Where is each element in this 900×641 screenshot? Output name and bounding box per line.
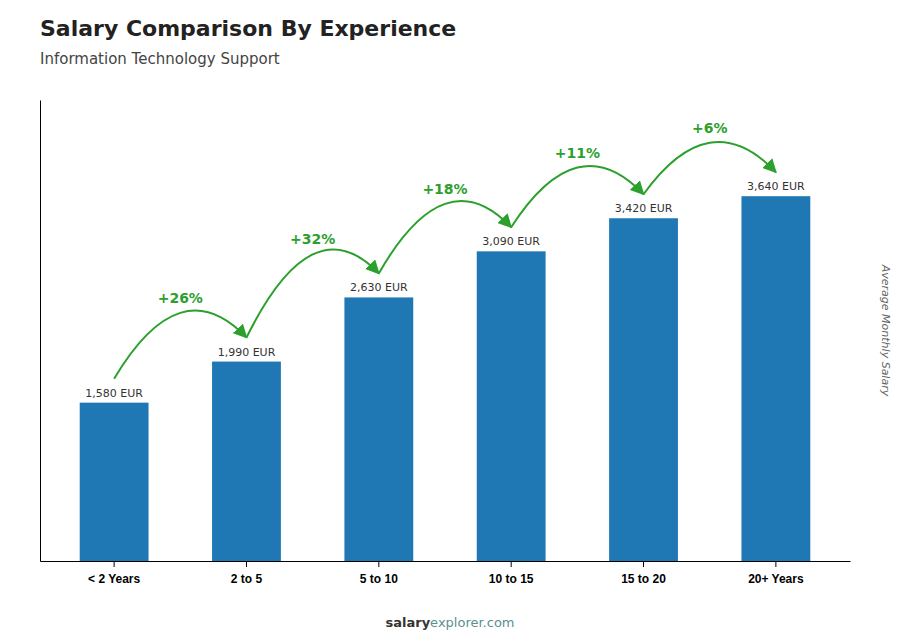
x-tick: 5 to 10 — [360, 561, 398, 586]
change-label: +18% — [422, 181, 467, 197]
change-arrow — [379, 201, 511, 273]
data-label: 2,630 EUR — [350, 281, 408, 294]
change-annotations: +26% +32% +18% +11% +6% — [114, 120, 776, 379]
x-tick: 15 to 20 — [621, 561, 666, 586]
change-label: +6% — [692, 120, 728, 136]
x-axis: < 2 Years 2 to 5 5 to 10 10 to 15 15 to 20 20… — [41, 561, 851, 586]
x-tick-mark — [643, 561, 644, 567]
bar — [344, 297, 413, 561]
x-tick-label: 5 to 10 — [360, 572, 398, 586]
change-arrow — [511, 166, 643, 227]
x-tick-mark — [114, 561, 115, 567]
data-label: 1,580 EUR — [85, 387, 143, 400]
data-label: 3,420 EUR — [615, 202, 673, 215]
subtitle: Information Technology Support — [40, 50, 280, 68]
x-tick-label: 20+ Years — [748, 572, 804, 586]
x-tick-mark — [246, 561, 247, 567]
change-label: +11% — [555, 145, 600, 161]
data-label: 1,990 EUR — [218, 346, 276, 359]
bar — [609, 218, 678, 561]
x-tick-mark — [775, 561, 776, 567]
x-tick-mark — [378, 561, 379, 567]
plot: < 2 Years 2 to 5 5 to 10 10 to 15 15 to 20 20… — [41, 101, 851, 587]
bar — [212, 362, 281, 561]
change-arrow — [246, 249, 378, 337]
data-labels: 1,580 EUR 1,990 EUR 2,630 EUR 3,090 EUR 3,42… — [85, 180, 805, 399]
bars — [80, 196, 811, 561]
x-tick-label: 2 to 5 — [231, 572, 263, 586]
change-label: +32% — [290, 231, 335, 247]
x-axis-line — [41, 561, 851, 562]
y-axis — [40, 101, 41, 562]
change-arrow — [644, 142, 776, 194]
y-axis-line — [40, 101, 41, 562]
data-label: 3,090 EUR — [482, 235, 540, 248]
watermark: salaryexplorer.com — [385, 615, 514, 630]
x-tick: 20+ Years — [748, 561, 804, 586]
x-tick: < 2 Years — [88, 561, 140, 586]
bar — [477, 251, 546, 561]
x-tick-label: 15 to 20 — [621, 572, 666, 586]
bar — [741, 196, 810, 561]
data-label: 3,640 EUR — [747, 180, 805, 193]
change-label: +26% — [158, 290, 203, 306]
x-tick: 2 to 5 — [231, 561, 263, 586]
x-tick: 10 to 15 — [489, 561, 534, 586]
change-arrow — [114, 311, 246, 379]
watermark-part: explorer.com — [430, 615, 514, 630]
watermark-part: salary — [385, 615, 430, 630]
x-tick-label: < 2 Years — [88, 572, 140, 586]
x-tick-label: 10 to 15 — [489, 572, 534, 586]
title: Salary Comparison By Experience — [40, 16, 456, 41]
bar — [80, 403, 149, 561]
x-tick-mark — [511, 561, 512, 567]
chart: Salary Comparison By Experience Informati… — [0, 0, 900, 641]
y-axis-title: Average Monthly Salary — [879, 264, 892, 397]
